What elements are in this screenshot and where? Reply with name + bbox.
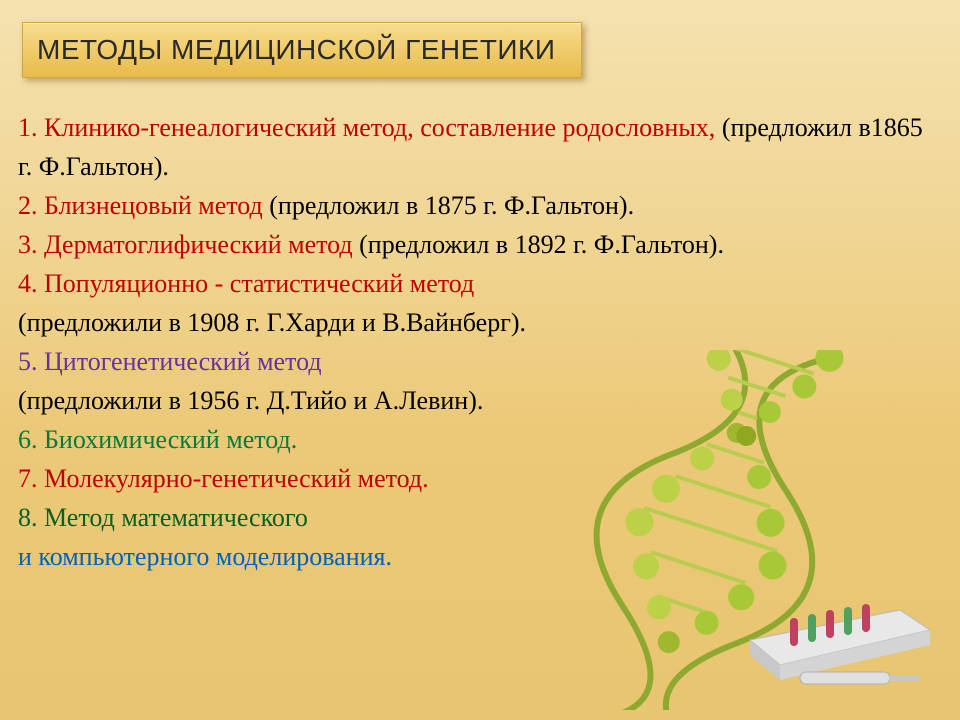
method-3-detail: (предложил в 1892 г. Ф.Гальтон). (359, 230, 724, 259)
method-4-detail: (предложили в 1908 г. Г.Харди и В.Вайнбе… (18, 308, 526, 337)
method-8a-name: 8. Метод математического (18, 503, 308, 532)
method-8b-name: и компьютерного моделирования. (18, 542, 392, 571)
content-list: 1. Клинико-генеалогический метод, состав… (18, 108, 942, 576)
slide-title: МЕТОДЫ МЕДИЦИНСКОЙ ГЕНЕТИКИ (37, 34, 555, 66)
method-5-detail: (предложили в 1956 г. Д.Тийо и А.Левин). (18, 386, 483, 415)
method-3-name: 3. Дерматоглифический метод (18, 230, 359, 259)
method-4-name: 4. Популяционно - статистический метод (18, 269, 474, 298)
method-2-detail: (предложил в 1875 г. Ф.Гальтон). (269, 191, 634, 220)
method-5-name: 5. Цитогенетический метод (18, 347, 322, 376)
method-2-name: 2. Близнецовый метод (18, 191, 269, 220)
method-7-name: 7. Молекулярно-генетический метод. (18, 464, 429, 493)
method-1-name: 1. Клинико-генеалогический метод, состав… (18, 113, 722, 142)
method-6-name: 6. Биохимический метод. (18, 425, 297, 454)
title-box: МЕТОДЫ МЕДИЦИНСКОЙ ГЕНЕТИКИ (22, 22, 582, 78)
